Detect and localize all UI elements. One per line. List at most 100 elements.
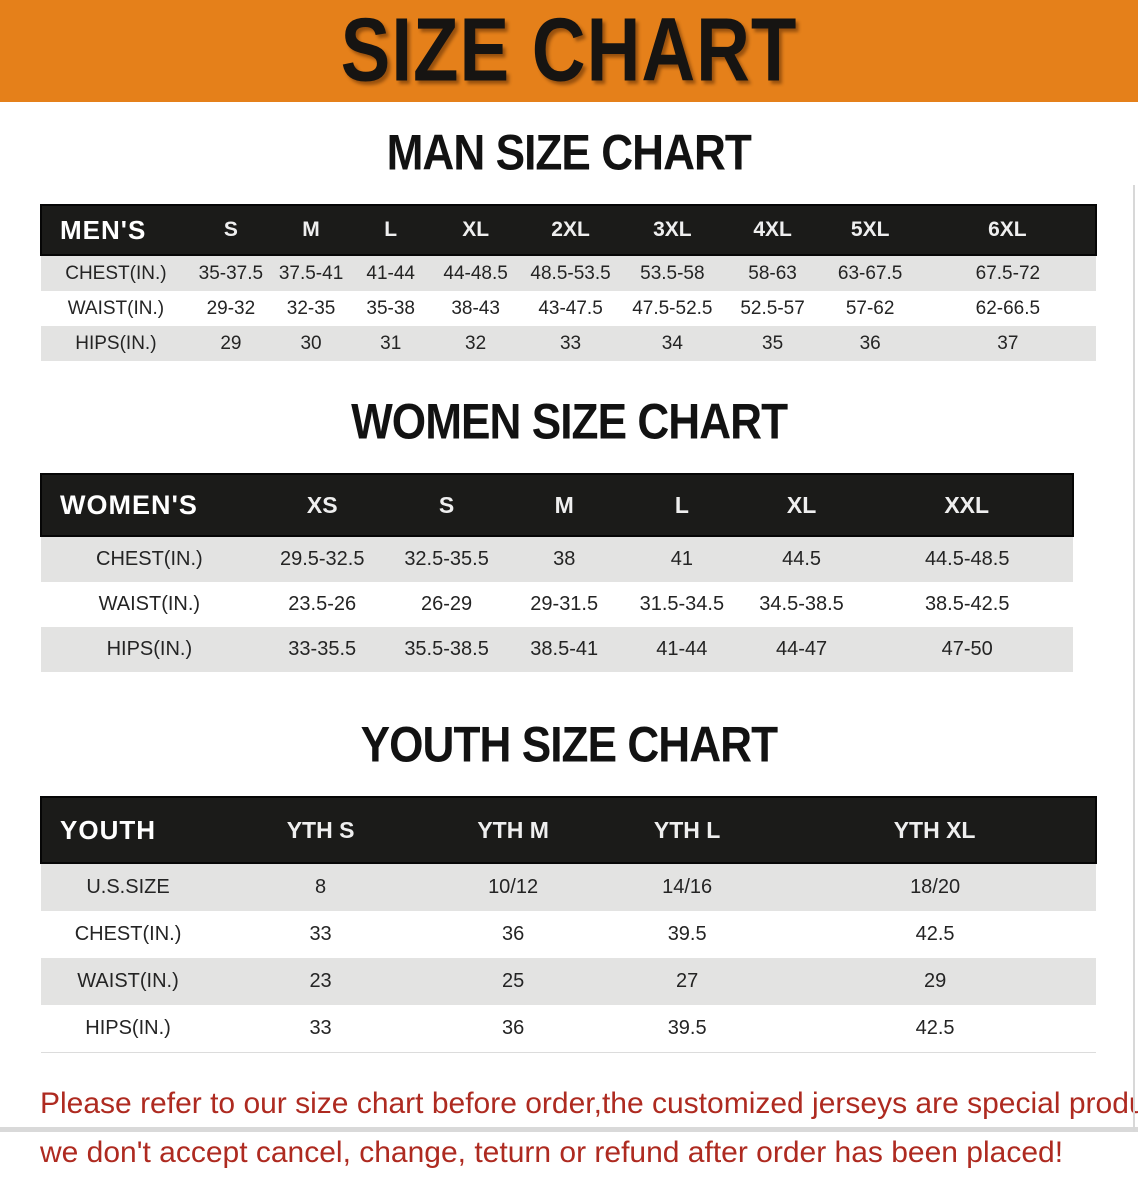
size-chart-banner: SIZE CHART	[0, 0, 1138, 102]
column-header: S	[386, 473, 507, 537]
table-cell: 29	[774, 958, 1096, 1005]
column-header: YTH L	[600, 796, 775, 864]
table-cell: 44.5	[741, 536, 862, 582]
table-cell: 35	[724, 326, 821, 361]
youth-heading-text: YOUTH SIZE CHART	[360, 715, 778, 773]
table-cell: 39.5	[600, 911, 775, 958]
table-cell: 39.5	[600, 1005, 775, 1053]
table-cell: 44-48.5	[430, 255, 521, 291]
table-cell: 47-50	[861, 627, 1073, 672]
table-cell: 48.5-53.5	[520, 255, 621, 291]
column-header: L	[622, 473, 742, 537]
women-heading-text: WOMEN SIZE CHART	[350, 392, 788, 450]
table-row: WAIST(IN.) 23 25 27 29	[41, 958, 1096, 1005]
table-cell: 52.5-57	[724, 291, 821, 326]
table-cell: 42.5	[774, 1005, 1096, 1053]
row-label: WAIST(IN.)	[41, 582, 258, 627]
table-cell: 38.5-41	[506, 627, 622, 672]
table-cell: 62-66.5	[919, 291, 1096, 326]
column-header: XL	[741, 473, 862, 537]
table-cell: 38	[506, 536, 622, 582]
table-cell: 23.5-26	[257, 582, 387, 627]
women-header-row: WOMEN'S XS S M L XL XXL	[40, 473, 1074, 537]
table-cell: 47.5-52.5	[620, 291, 725, 326]
women-section-heading: WOMEN SIZE CHART	[0, 392, 1138, 450]
table-cell: 8	[215, 863, 427, 911]
table-cell: 67.5-72	[919, 255, 1096, 291]
table-cell: 29-32	[190, 291, 271, 326]
table-row: CHEST(IN.) 33 36 39.5 42.5	[41, 911, 1096, 958]
row-label: WAIST(IN.)	[41, 291, 191, 326]
table-cell: 58-63	[724, 255, 821, 291]
table-cell: 43-47.5	[520, 291, 621, 326]
table-cell: 33	[215, 1005, 427, 1053]
table-cell: 32-35	[270, 291, 352, 326]
column-header: L	[351, 204, 431, 256]
column-header: S	[190, 204, 271, 256]
table-cell: 63-67.5	[820, 255, 920, 291]
table-cell: 41-44	[622, 627, 742, 672]
table-cell: 10/12	[426, 863, 601, 911]
disclaimer-line-1: Please refer to our size chart before or…	[40, 1087, 1138, 1120]
table-cell: 32	[430, 326, 521, 361]
table-cell: 30	[270, 326, 352, 361]
table-cell: 37	[919, 326, 1096, 361]
table-cell: 37.5-41	[270, 255, 352, 291]
column-header: 3XL	[620, 204, 725, 256]
table-cell: 53.5-58	[620, 255, 725, 291]
bottom-divider	[0, 1127, 1138, 1132]
column-header: M	[270, 204, 352, 256]
column-header: M	[506, 473, 622, 537]
table-cell: 33	[215, 911, 427, 958]
table-cell: 18/20	[774, 863, 1096, 911]
table-cell: 34.5-38.5	[741, 582, 862, 627]
table-cell: 26-29	[386, 582, 507, 627]
table-cell: 35-38	[351, 291, 431, 326]
row-label: WAIST(IN.)	[41, 958, 216, 1005]
table-cell: 36	[820, 326, 920, 361]
column-header: YTH M	[426, 796, 601, 864]
table-row: CHEST(IN.) 35-37.5 37.5-41 41-44 44-48.5…	[41, 255, 1096, 291]
table-cell: 57-62	[820, 291, 920, 326]
men-header-row: MEN'S S M L XL 2XL 3XL 4XL 5XL 6XL	[40, 204, 1098, 256]
table-cell: 23	[215, 958, 427, 1005]
women-table-title: WOMEN'S	[40, 473, 258, 537]
table-cell: 44.5-48.5	[861, 536, 1073, 582]
column-header: XL	[430, 204, 521, 256]
row-label: CHEST(IN.)	[41, 536, 258, 582]
table-cell: 41-44	[351, 255, 431, 291]
table-cell: 29.5-32.5	[257, 536, 387, 582]
women-size-table: WOMEN'S XS S M L XL XXL CHEST(IN.) 29.5-…	[40, 473, 1074, 672]
men-section-heading: MAN SIZE CHART	[0, 123, 1138, 181]
table-cell: 36	[426, 911, 601, 958]
table-cell: 34	[620, 326, 725, 361]
table-cell: 33	[520, 326, 621, 361]
table-row: U.S.SIZE 8 10/12 14/16 18/20	[41, 863, 1096, 911]
column-header: 2XL	[520, 204, 621, 256]
row-label: CHEST(IN.)	[41, 255, 191, 291]
table-cell: 29-31.5	[506, 582, 622, 627]
table-row: HIPS(IN.) 29 30 31 32 33 34 35 36 37	[41, 326, 1096, 361]
table-cell: 31	[351, 326, 431, 361]
column-header: 4XL	[724, 204, 821, 256]
youth-size-table: YOUTH YTH S YTH M YTH L YTH XL U.S.SIZE …	[39, 796, 1097, 1053]
table-cell: 25	[426, 958, 601, 1005]
table-cell: 27	[600, 958, 775, 1005]
table-row: WAIST(IN.) 23.5-26 26-29 29-31.5 31.5-34…	[41, 582, 1073, 627]
table-cell: 31.5-34.5	[622, 582, 742, 627]
table-cell: 41	[622, 536, 742, 582]
table-row: HIPS(IN.) 33-35.5 35.5-38.5 38.5-41 41-4…	[41, 627, 1073, 672]
men-heading-text: MAN SIZE CHART	[386, 123, 752, 181]
table-row: CHEST(IN.) 29.5-32.5 32.5-35.5 38 41 44.…	[41, 536, 1073, 582]
table-cell: 38.5-42.5	[861, 582, 1073, 627]
table-cell: 42.5	[774, 911, 1096, 958]
table-cell: 32.5-35.5	[386, 536, 507, 582]
row-label: HIPS(IN.)	[41, 1005, 216, 1053]
table-cell: 35-37.5	[190, 255, 271, 291]
column-header: 5XL	[820, 204, 920, 256]
column-header: YTH XL	[774, 796, 1097, 864]
table-cell: 44-47	[741, 627, 862, 672]
column-header: YTH S	[215, 796, 427, 864]
row-label: CHEST(IN.)	[41, 911, 216, 958]
right-edge-divider	[1133, 185, 1135, 1132]
